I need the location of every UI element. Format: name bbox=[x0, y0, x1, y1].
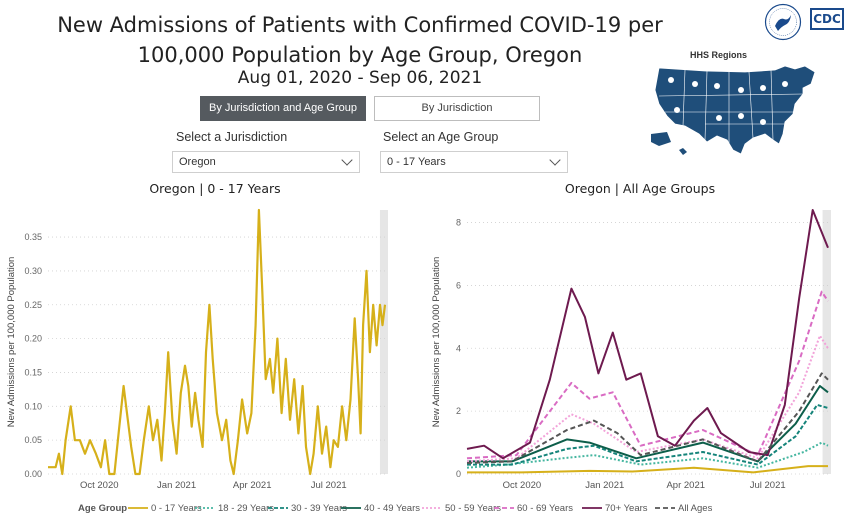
series-line-0-17-years[interactable] bbox=[467, 465, 828, 474]
page-title: New Admissions of Patients with Confirme… bbox=[40, 10, 680, 70]
date-range: Aug 01, 2020 - Sep 06, 2021 bbox=[237, 68, 483, 88]
left-chart-title: Oregon | 0 - 17 Years bbox=[149, 181, 281, 196]
jurisdiction-select[interactable]: Oregon bbox=[172, 151, 360, 173]
legend-label: 70+ Years bbox=[605, 503, 648, 514]
y-tick-label: 0.35 bbox=[24, 232, 42, 242]
series-line-18-29-years[interactable] bbox=[466, 441, 829, 469]
y-axis-label: New Admissions per 100,000 Population bbox=[6, 257, 17, 428]
us-map-shape[interactable] bbox=[654, 65, 816, 155]
hhs-regions-map[interactable] bbox=[645, 60, 825, 160]
legend-swatch bbox=[655, 507, 675, 510]
age-group-legend: Age Group 0 - 17 Years 18 - 29 Years 30 - … bbox=[0, 500, 850, 520]
y-tick-label: 0.25 bbox=[24, 300, 42, 310]
legend-label: 40 - 49 Years bbox=[364, 503, 420, 514]
legend-swatch bbox=[422, 507, 442, 510]
legend-title: Age Group bbox=[78, 503, 128, 514]
cdc-logo: CDC bbox=[810, 8, 844, 30]
x-tick-label: Oct 2020 bbox=[80, 480, 119, 491]
y-axis-label: New Admissions per 100,000 Population bbox=[431, 257, 442, 428]
x-tick-label: Oct 2020 bbox=[503, 480, 542, 491]
right-line-chart[interactable]: 0 2 4 6 8 Oct 2020 Jan 2021 Apr 2021 Jul 2021 New… bbox=[425, 200, 850, 500]
right-chart-title: Oregon | All Age Groups bbox=[564, 181, 716, 196]
hhs-regions-title: HHS Regions bbox=[690, 50, 748, 60]
legend-swatch bbox=[195, 507, 215, 510]
x-tick-label: Apr 2021 bbox=[666, 480, 705, 491]
y-tick-label: 0.10 bbox=[24, 401, 42, 411]
age-group-select-label: Select an Age Group bbox=[383, 130, 499, 144]
legend-item-60-69-years[interactable]: 60 - 69 Years bbox=[494, 503, 573, 514]
legend-label: 60 - 69 Years bbox=[517, 503, 573, 514]
title-line-1: New Admissions of Patients with Confirme… bbox=[57, 13, 663, 37]
x-tick-label: Jan 2021 bbox=[157, 480, 196, 491]
age-group-select[interactable]: 0 - 17 Years bbox=[380, 151, 568, 173]
legend-swatch bbox=[128, 507, 148, 510]
legend-swatch bbox=[268, 507, 288, 510]
chevron-down-icon bbox=[341, 154, 353, 166]
legend-item-30-39-years[interactable]: 30 - 39 Years bbox=[268, 503, 347, 514]
chevron-down-icon bbox=[549, 154, 561, 166]
y-tick-label: 0.15 bbox=[24, 367, 42, 377]
legend-item-70-years[interactable]: 70+ Years bbox=[582, 503, 648, 514]
legend-item-18-29-years[interactable]: 18 - 29 Years bbox=[195, 503, 274, 514]
legend-label: 30 - 39 Years bbox=[291, 503, 347, 514]
alaska-shape[interactable] bbox=[651, 132, 671, 146]
x-tick-label: Apr 2021 bbox=[233, 480, 272, 491]
tab-by-jurisdiction-and-age-group[interactable]: By Jurisdiction and Age Group bbox=[200, 96, 366, 121]
series-line-50-59-years[interactable] bbox=[466, 334, 829, 463]
series-line-30-39-years[interactable] bbox=[467, 403, 829, 466]
legend-label: 18 - 29 Years bbox=[218, 503, 274, 514]
legend-label: 50 - 59 Years bbox=[445, 503, 501, 514]
y-tick-label: 0.05 bbox=[24, 435, 42, 445]
legend-item-40-49-years[interactable]: 40 - 49 Years bbox=[341, 503, 420, 514]
legend-swatch bbox=[582, 507, 602, 510]
y-tick-label: 0.30 bbox=[24, 266, 42, 276]
series-line-60-69-years[interactable] bbox=[466, 290, 829, 460]
legend-item-50-59-years[interactable]: 50 - 59 Years bbox=[422, 503, 501, 514]
legend-item-0-17-years[interactable]: 0 - 17 Years bbox=[128, 503, 202, 514]
series-line-all-ages[interactable] bbox=[466, 372, 829, 464]
series-line-40-49-years[interactable] bbox=[467, 385, 829, 463]
legend-label: 0 - 17 Years bbox=[151, 503, 202, 514]
tab-by-jurisdiction[interactable]: By Jurisdiction bbox=[374, 96, 540, 121]
age-group-select-value: 0 - 17 Years bbox=[387, 156, 446, 168]
jurisdiction-select-label: Select a Jurisdiction bbox=[176, 130, 288, 144]
y-tick-label: 8 bbox=[456, 218, 461, 228]
y-tick-label: 4 bbox=[456, 343, 461, 353]
hawaii-shape[interactable] bbox=[679, 148, 687, 155]
y-tick-label: 0.20 bbox=[24, 334, 42, 344]
legend-swatch bbox=[494, 507, 514, 510]
jurisdiction-select-value: Oregon bbox=[179, 156, 216, 168]
x-tick-label: Jul 2021 bbox=[311, 480, 347, 491]
left-line-chart[interactable]: 0.00 0.05 0.10 0.15 0.20 0.25 0.30 0.35 Oct 2020… bbox=[0, 200, 420, 500]
series-line-0-17-years[interactable] bbox=[48, 208, 387, 476]
legend-swatch bbox=[341, 507, 361, 510]
legend-item-all-ages[interactable]: All Ages bbox=[655, 503, 712, 514]
latest-week-band bbox=[379, 210, 388, 474]
title-line-2: 100,000 Population by Age Group, Oregon bbox=[137, 43, 583, 67]
legend-label: All Ages bbox=[678, 503, 713, 514]
series-line-70-years[interactable] bbox=[466, 209, 829, 460]
y-tick-label: 6 bbox=[456, 280, 461, 290]
latest-week-band bbox=[822, 210, 831, 474]
y-tick-label: 0.00 bbox=[24, 469, 42, 479]
y-tick-label: 2 bbox=[456, 406, 461, 416]
x-tick-label: Jan 2021 bbox=[585, 480, 624, 491]
y-tick-label: 0 bbox=[456, 469, 461, 479]
hhs-seal-icon bbox=[764, 3, 802, 41]
x-tick-label: Jul 2021 bbox=[750, 480, 786, 491]
